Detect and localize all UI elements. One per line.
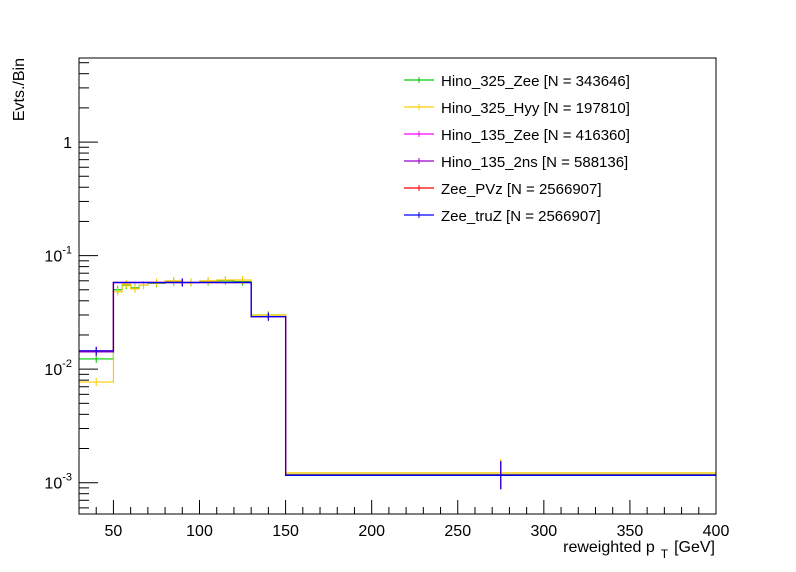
x-axis: 50 100 150 200 250 300 350 400 [78,500,730,540]
x-tick-label: 400 [703,523,730,540]
series-5 [79,278,716,490]
x-tick-label: 300 [530,523,557,540]
series-line [79,279,716,474]
y-tick-base: 10 [44,249,62,266]
legend: Hino_325_Zee [N = 343646] Hino_325_Hyy [N… [404,73,630,225]
legend-label: Hino_135_Zee [N = 416360] [441,127,630,144]
x-tick-label: 50 [105,523,123,540]
legend-label: Hino_135_2ns [N = 588136] [441,154,628,171]
legend-label: Hino_325_Zee [N = 343646] [441,73,630,90]
series-1 [79,275,716,487]
legend-item: Hino_325_Hyy [N = 197810] [404,100,630,117]
x-tick-label: 150 [272,523,299,540]
x-axis-label-unit: [GeV] [674,539,715,556]
y-tick-label: 1 [63,135,72,152]
y-tick-exponent: -1 [62,245,72,257]
legend-item: Zee_PVz [N = 2566907] [404,181,602,198]
y-axis-label: Evts./Bin [11,58,28,121]
y-tick-base: 10 [44,362,62,379]
x-tick-label: 100 [186,523,213,540]
legend-label: Zee_truZ [N = 2566907] [441,208,601,225]
x-axis-label: reweighted p T [GeV] [563,539,715,561]
x-tick-label: 350 [617,523,644,540]
legend-label: Hino_325_Hyy [N = 197810] [441,100,630,117]
y-tick-exponent: -3 [62,472,72,484]
legend-item: Hino_325_Zee [N = 343646] [404,73,630,90]
series-layer [79,275,716,490]
y-axis: 10-310-210-11 [44,62,98,509]
plot-frame [78,57,717,515]
y-tick-base: 10 [44,476,62,493]
y-tick-base: 1 [63,135,72,152]
x-axis-label-main: reweighted p [563,539,655,556]
y-tick-label: 10-2 [44,358,72,379]
y-tick-label: 10-1 [44,245,72,266]
x-tick-label: 200 [358,523,385,540]
legend-item: Zee_truZ [N = 2566907] [404,208,601,225]
y-tick-label: 10-3 [44,472,72,493]
legend-item: Hino_135_2ns [N = 588136] [404,154,628,171]
legend-item: Hino_135_Zee [N = 416360] [404,127,630,144]
x-axis-label-sub: T [661,547,669,561]
y-tick-exponent: -2 [62,358,72,370]
legend-label: Zee_PVz [N = 2566907] [441,181,602,198]
x-tick-label: 250 [444,523,471,540]
series-line [79,281,716,476]
